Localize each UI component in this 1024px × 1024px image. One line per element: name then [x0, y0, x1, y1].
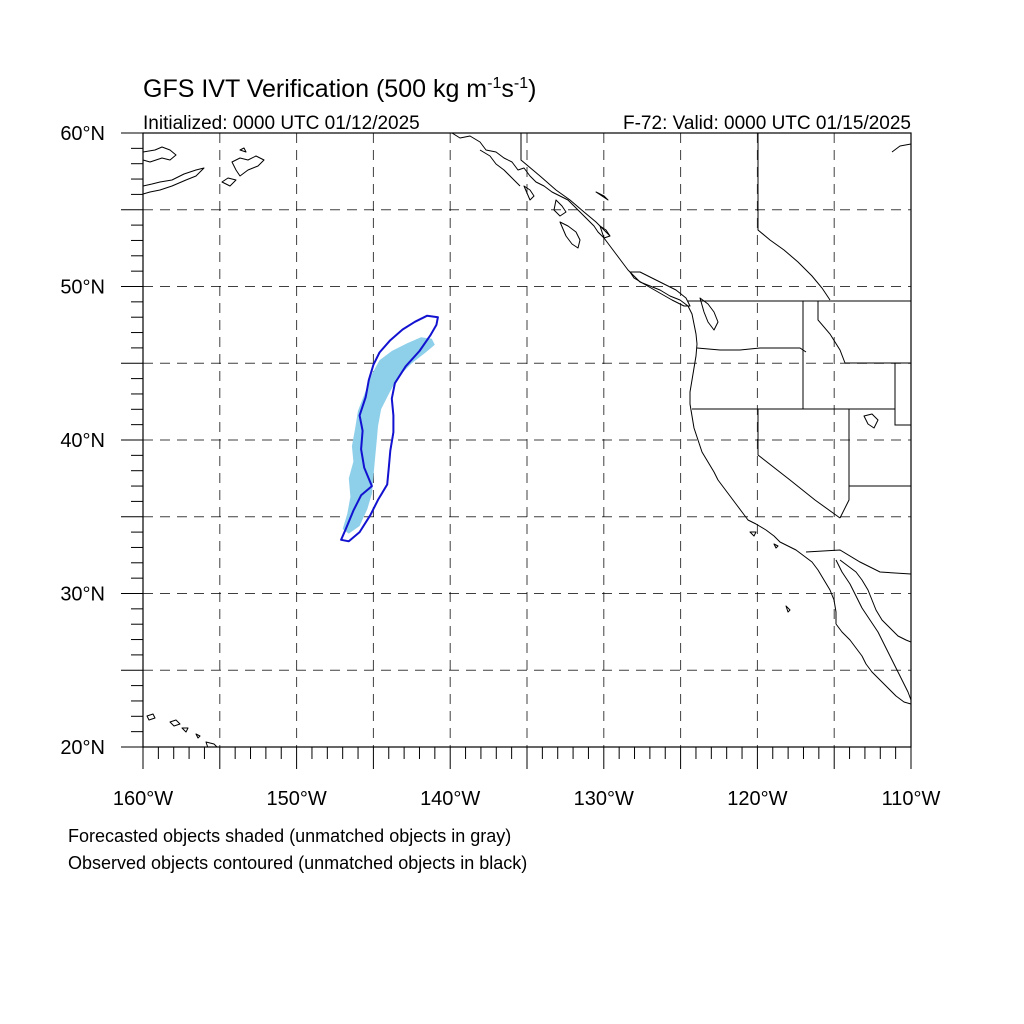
map-area [143, 133, 911, 747]
valid-label: F-72: Valid: 0000 UTC 01/15/2025 [623, 113, 911, 134]
initialized-label: Initialized: 0000 UTC 01/12/2025 [143, 113, 420, 134]
grid-lines [143, 133, 911, 747]
longitude-labels: 160°W 150°W 140°W 130°W 120°W 110°W [113, 788, 941, 810]
longitude-label: 140°W [420, 788, 480, 810]
longitude-label: 150°W [266, 788, 326, 810]
longitude-label: 130°W [574, 788, 634, 810]
longitude-label: 120°W [727, 788, 787, 810]
latitude-label: 40°N [60, 430, 105, 452]
coastlines [143, 133, 911, 747]
latitude-label: 60°N [60, 123, 105, 145]
latitude-label: 20°N [60, 737, 105, 759]
observed-object-contour [340, 314, 439, 543]
political-borders [520, 133, 911, 575]
latitude-labels: 60°N 50°N 40°N 30°N 20°N [60, 123, 105, 759]
figure-title: GFS IVT Verification (500 kg m-1s-1) [143, 75, 536, 103]
longitude-label: 110°W [882, 788, 941, 810]
latitude-label: 50°N [60, 277, 105, 299]
axis-ticks [121, 132, 912, 769]
observed-note: Observed objects contoured (unmatched ob… [68, 853, 528, 873]
longitude-label: 160°W [113, 788, 173, 810]
forecast-object [342, 337, 435, 534]
forecast-note: Forecasted objects shaded (unmatched obj… [68, 826, 512, 846]
latitude-label: 30°N [60, 584, 105, 606]
